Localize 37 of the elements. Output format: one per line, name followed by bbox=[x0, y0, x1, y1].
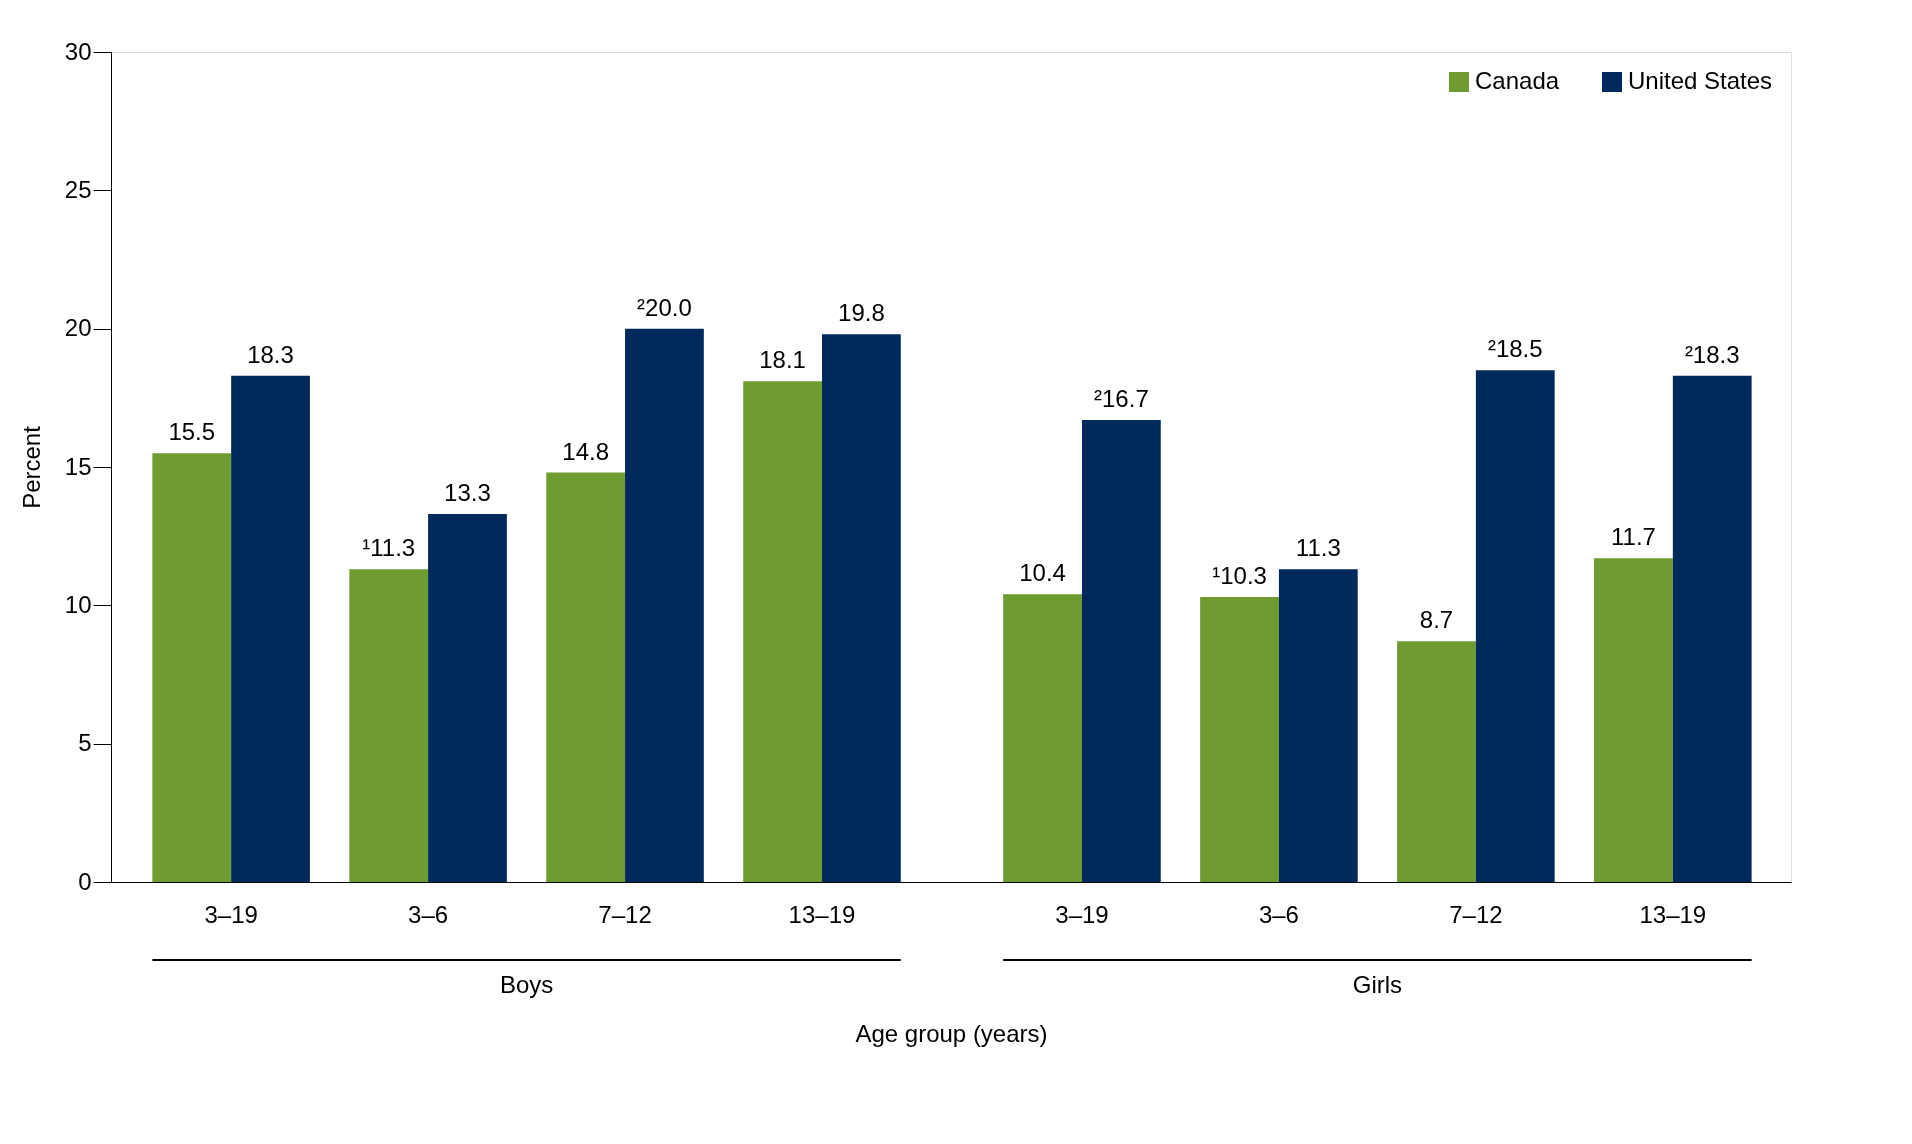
x-tick-label: 3–6 bbox=[408, 901, 449, 928]
data-label: 11.7 bbox=[1610, 523, 1656, 551]
data-label: 19.8 bbox=[838, 299, 885, 327]
y-tick-label: 10 bbox=[64, 590, 92, 618]
data-label: ²18.5 bbox=[1487, 335, 1543, 363]
data-label: ¹11.3 bbox=[362, 534, 416, 562]
data-label: 8.7 bbox=[1419, 606, 1454, 634]
data-label: 14.8 bbox=[562, 437, 610, 465]
y-tick-label: 0 bbox=[78, 867, 92, 895]
x-tick-label: 7–12 bbox=[1449, 901, 1503, 928]
legend-label: Canada bbox=[1475, 67, 1560, 94]
x-axis-title: Age group (years) bbox=[855, 1019, 1048, 1047]
legend-label: United States bbox=[1628, 67, 1773, 94]
data-label: ¹10.3 bbox=[1212, 562, 1267, 590]
x-tick-label: 3–6 bbox=[1258, 901, 1299, 928]
x-tick-label: 3–19 bbox=[1055, 901, 1109, 928]
x-tick-label: 13–19 bbox=[788, 901, 856, 928]
x-tick-label: 7–12 bbox=[598, 901, 652, 928]
data-label: 18.1 bbox=[759, 346, 806, 374]
x-tick-label: 13–19 bbox=[1639, 901, 1707, 928]
text: Girls bbox=[1352, 971, 1403, 998]
data-label: 11.3 bbox=[1295, 534, 1341, 562]
data-label: 10.4 bbox=[1019, 559, 1066, 587]
y-tick-label: 5 bbox=[78, 729, 92, 757]
y-tick-label: 15 bbox=[64, 452, 92, 480]
data-label: ²18.3 bbox=[1684, 340, 1740, 368]
data-label: 13.3 bbox=[444, 479, 491, 507]
data-label: 15.5 bbox=[168, 418, 216, 446]
data-label: ²16.7 bbox=[1094, 384, 1149, 412]
y-tick-label: 20 bbox=[64, 314, 92, 342]
text: Boys bbox=[499, 971, 554, 998]
data-label: ²20.0 bbox=[637, 293, 692, 321]
y-axis-title: Percent bbox=[17, 425, 45, 509]
x-tick-label: 3–19 bbox=[204, 901, 258, 928]
y-tick-label: 30 bbox=[64, 37, 92, 65]
data-label: 18.3 bbox=[247, 340, 294, 368]
y-tick-label: 25 bbox=[64, 175, 92, 203]
